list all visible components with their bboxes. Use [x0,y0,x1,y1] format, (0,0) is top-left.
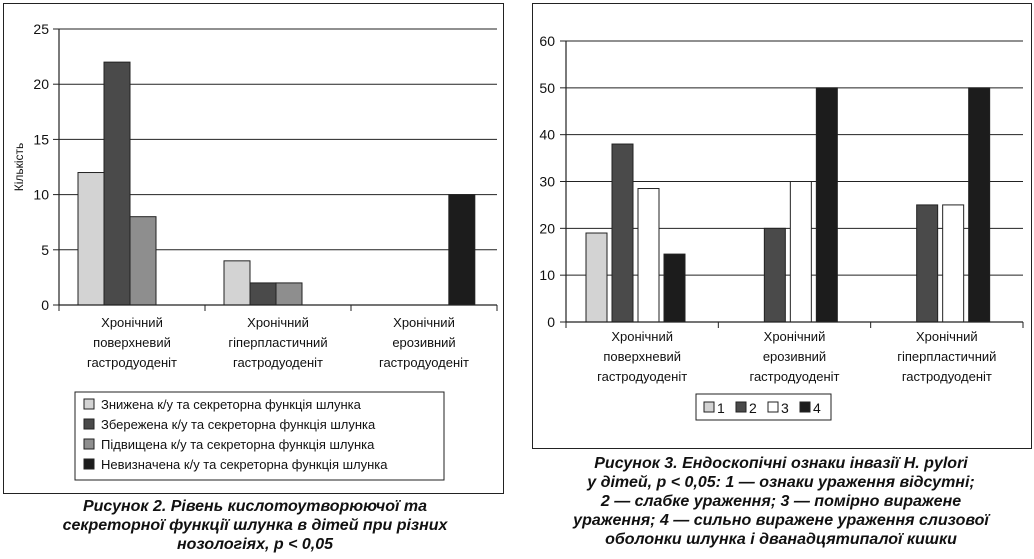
x-category-label: Хронічний [764,329,826,344]
bar [968,87,991,323]
legend-box [74,391,445,481]
y-tick-label: 10 [539,267,555,283]
legend-swatch [799,401,811,413]
y-tick-label: 40 [539,127,555,143]
bar [77,172,105,306]
x-category-label: гастродуоденіт [379,355,469,370]
bar [637,188,660,323]
y-tick-label: 15 [33,131,49,147]
bar [223,260,251,306]
bar [815,87,838,323]
figure-3-chart-panel: 0 10 20 30 40 50 60 Хронічний поверхневий гастрод… [532,3,1032,449]
figure-2-caption-line: Рисунок 2. Рівень кислотоутворюючої та [82,498,428,515]
figure-3-caption-line: 2 — слабке ураження; 3 — помірно виражен… [600,493,962,510]
legend-swatch [83,438,95,450]
legend-item-label: 4 [813,400,821,416]
legend-swatch [83,398,95,410]
x-category-label: гіперпластичний [897,349,996,364]
y-tick-label: 30 [539,174,555,190]
figure-2-caption: Рисунок 2. Рівень кислотоутворюючої та с… [6,497,504,554]
legend-item-label: Збережена к/у та секреторна функція шлун… [101,417,376,432]
y-tick-label: 0 [547,314,555,330]
x-category-label: ерозивний [392,335,455,350]
bar [942,204,965,323]
y-tick-label: 5 [41,242,49,258]
legend-swatch [767,401,779,413]
x-category-label: поверхневий [93,335,171,350]
legend-swatch [735,401,747,413]
y-tick-label: 25 [33,21,49,37]
legend-swatch [83,418,95,430]
bar [789,181,812,323]
x-category-label: гастродуоденіт [597,369,687,384]
figure-2-caption-line: секреторної функції шлунка в дітей при р… [62,517,448,534]
x-category-label: Хронічний [393,315,455,330]
bar [585,232,608,323]
bar [275,282,303,306]
y-tick-label: 20 [33,76,49,92]
figure-2-bar-chart: 0 5 10 15 20 25 Кількість Хронічний поверхневий г… [12,21,498,481]
y-tick-label: 60 [539,33,555,49]
x-category-label: гастродуоденіт [233,355,323,370]
bar [103,61,131,306]
legend-item-label: 2 [749,400,757,416]
bar [129,216,157,306]
x-category-label: Хронічний [247,315,309,330]
legend-swatch [83,458,95,470]
figure-3-caption: Рисунок 3. Ендоскопічні ознаки інвазії H… [528,454,1034,549]
bar [663,253,686,323]
x-category-label: поверхневий [603,349,681,364]
x-category-label: гастродуоденіт [902,369,992,384]
bar [763,227,786,323]
x-category-label: гіперпластичний [228,335,327,350]
bar [448,194,476,306]
figure-3-caption-line: ураження; 4 — сильно виражене ураження с… [573,512,989,529]
figure-2-chart-panel: 0 5 10 15 20 25 Кількість Хронічний поверхневий г… [3,3,504,494]
y-axis-label: Кількість [12,143,26,192]
x-category-label: Хронічний [611,329,673,344]
legend-item-label: 1 [717,400,725,416]
y-tick-label: 10 [33,187,49,203]
legend-item-label: 3 [781,400,789,416]
y-tick-label: 50 [539,80,555,96]
x-category-label: ерозивний [763,349,826,364]
figure-3-caption-line: Рисунок 3. Ендоскопічні ознаки інвазії H… [594,455,968,472]
figure-3-bar-chart: 0 10 20 30 40 50 60 Хронічний поверхневий гастрод… [539,33,1024,421]
legend-item-label: Підвищена к/у та секреторна функція шлун… [101,437,375,452]
figure-3-caption-line: у дітей, p < 0,05: 1 — ознаки ураження в… [587,474,975,491]
bar [249,282,277,306]
figure-2-caption-line: нозологіях, p < 0,05 [176,536,334,553]
y-tick-label: 20 [539,220,555,236]
x-category-label: гастродуоденіт [87,355,177,370]
figure-3-caption-line: оболонки шлунка і дванадцятипалої кишки [605,531,957,548]
y-tick-label: 0 [41,297,49,313]
legend-item-label: Знижена к/у та секреторна функція шлунка [101,397,362,412]
bar [611,143,634,323]
legend-swatch [703,401,715,413]
legend-item-label: Невизначена к/у та секреторна функція шл… [101,457,388,472]
bar [916,204,939,323]
x-category-label: гастродуоденіт [749,369,839,384]
x-category-label: Хронічний [916,329,978,344]
x-category-label: Хронічний [101,315,163,330]
